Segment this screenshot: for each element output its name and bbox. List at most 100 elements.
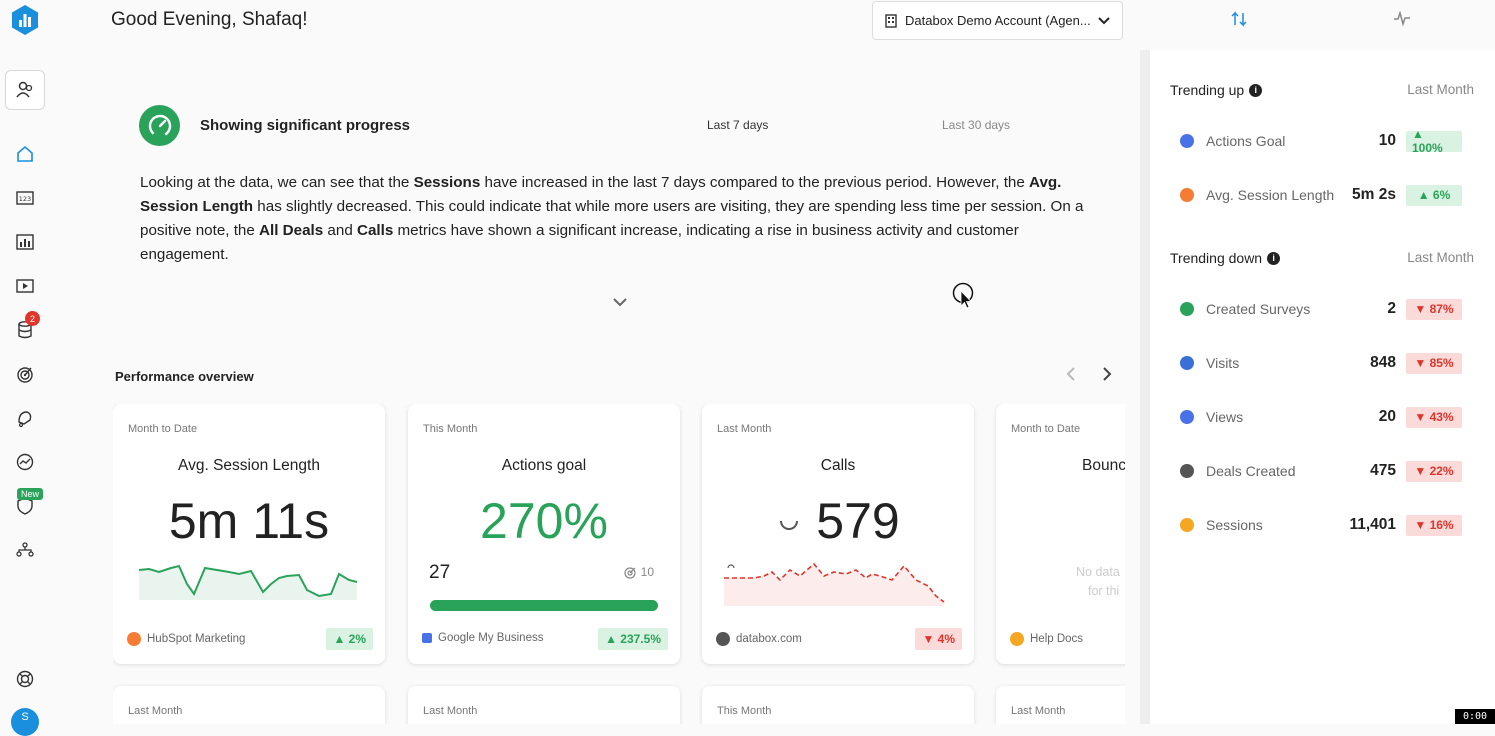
- goal-progress-bar: [430, 600, 658, 611]
- activity-icon[interactable]: [1393, 9, 1411, 32]
- source-icon: [1180, 518, 1194, 532]
- trending-row[interactable]: Actions Goal 10 ▲ 100%: [1180, 127, 1462, 155]
- card-period: Month to Date: [1011, 423, 1081, 435]
- avatar[interactable]: S: [11, 708, 39, 736]
- trending-change-badge: ▼ 87%: [1406, 298, 1462, 320]
- scrollbar[interactable]: [1140, 50, 1150, 724]
- trending-metric-value: 2: [1387, 300, 1396, 317]
- insight-text-segment: and: [323, 222, 357, 239]
- trending-metric-name: Visits: [1206, 355, 1240, 371]
- trending-row[interactable]: Created Surveys 2 ▼ 87%: [1180, 298, 1462, 320]
- insight-title: Showing significant progress: [200, 117, 411, 134]
- team-icon[interactable]: [13, 538, 37, 562]
- trending-row[interactable]: Views 20 ▼ 43%: [1180, 406, 1462, 428]
- users-icon: [16, 81, 33, 98]
- hubspot-icon: [127, 632, 141, 646]
- metrics-icon[interactable]: 123: [13, 186, 37, 210]
- gauge-icon: [139, 105, 180, 146]
- metric-card[interactable]: Last Month Calls 579 databox.com ▼ 4%: [702, 404, 974, 664]
- card-period: Last Month: [717, 423, 772, 435]
- metric-card[interactable]: Last Month: [113, 686, 385, 724]
- sort-arrows-icon[interactable]: [1229, 9, 1249, 34]
- trending-change-badge: ▲ 100%: [1406, 127, 1462, 155]
- trending-down-period: Last Month: [1407, 250, 1474, 265]
- sidebar: 123 2 New S: [0, 0, 50, 736]
- trending-change-badge: ▼ 43%: [1406, 406, 1462, 428]
- card-period: Last Month: [1011, 705, 1066, 717]
- help-docs-icon: [1010, 632, 1024, 646]
- goal-current: 27: [429, 562, 451, 583]
- trending-metric-value: 10: [1378, 132, 1396, 149]
- info-icon[interactable]: i: [1249, 83, 1263, 97]
- source-icon: [1180, 302, 1194, 316]
- trending-down-title: Trending down i: [1170, 250, 1281, 266]
- shield-icon[interactable]: [13, 494, 37, 518]
- card-value: 5m 11s: [168, 493, 330, 549]
- insight-text-segment: Looking at the data, we can see that the: [140, 174, 414, 191]
- trending-change-badge: ▼ 16%: [1406, 514, 1462, 536]
- metric-card[interactable]: This Month: [702, 686, 974, 724]
- info-icon[interactable]: i: [1267, 251, 1281, 265]
- metric-card[interactable]: Last Month: [996, 686, 1125, 724]
- metric-card[interactable]: Month to Date Bounc No data for thi Help…: [996, 404, 1125, 664]
- trending-metric-value: 11,401: [1349, 516, 1396, 533]
- help-icon[interactable]: [13, 667, 37, 691]
- trending-change-badge: ▲ 6%: [1406, 184, 1462, 206]
- alerts-icon[interactable]: [13, 406, 37, 430]
- chevron-down-icon: [1098, 16, 1110, 24]
- change-badge: ▲ 2%: [326, 628, 373, 650]
- change-badge: ▲ 237.5%: [598, 628, 668, 650]
- trending-metric-name: Deals Created: [1206, 463, 1296, 479]
- reports-icon[interactable]: [13, 274, 37, 298]
- card-source: HubSpot Marketing: [127, 632, 245, 646]
- card-source: databox.com: [716, 632, 802, 646]
- goal-progress-fill: [430, 600, 658, 611]
- trending-row[interactable]: Deals Created 475 ▼ 22%: [1180, 460, 1462, 482]
- trending-change-badge: ▼ 22%: [1406, 460, 1462, 482]
- source-icon: [1180, 188, 1194, 202]
- insight-text-segment: have increased in the last 7 days compar…: [480, 174, 1030, 191]
- card-source: Help Docs: [1010, 632, 1083, 646]
- insight-highlight: Avg. Session Length: [140, 174, 1062, 215]
- home-icon[interactable]: [13, 142, 37, 166]
- expand-chevron-icon[interactable]: [612, 295, 628, 313]
- trending-metric-name: Views: [1206, 409, 1244, 425]
- card-period: Last Month: [128, 705, 183, 717]
- trending-metric-name: Sessions: [1206, 517, 1263, 533]
- goals-icon[interactable]: [13, 362, 37, 386]
- trending-metric-name: Created Surveys: [1206, 301, 1311, 317]
- metric-card[interactable]: This Month Actions goal 270% 27 10 Googl…: [408, 404, 680, 664]
- trending-panel: Trending up i Last Month Actions Goal 10 ▲…: [1150, 50, 1495, 724]
- databox-source-icon: [716, 632, 730, 646]
- metric-card[interactable]: Last Month: [408, 686, 680, 724]
- trending-row[interactable]: Visits 848 ▼ 85%: [1180, 352, 1462, 374]
- trending-up-period: Last Month: [1407, 82, 1474, 97]
- dashboards-icon[interactable]: [13, 230, 37, 254]
- change-badge: ▼ 4%: [915, 628, 962, 650]
- loading-spinner-icon: [780, 520, 798, 530]
- period-tab-last-30-days[interactable]: Last 30 days: [942, 118, 1011, 132]
- greeting-title: Good Evening, Shafaq!: [111, 9, 308, 30]
- metric-card[interactable]: Month to Date Avg. Session Length 5m 11s…: [113, 404, 385, 664]
- trending-up-title: Trending up i: [1170, 82, 1263, 98]
- trending-metric-name: Avg. Session Length: [1206, 187, 1335, 203]
- analytics-icon[interactable]: [13, 450, 37, 474]
- source-icon: [1180, 356, 1194, 370]
- chevron-right-icon[interactable]: [1100, 366, 1114, 387]
- insight-text-segment: metrics have shown a significant increas…: [140, 222, 1019, 263]
- insight-highlight: Calls: [356, 222, 394, 239]
- databox-logo-icon[interactable]: [10, 4, 40, 36]
- user-switch-button[interactable]: [5, 70, 45, 110]
- card-title: Avg. Session Length: [178, 457, 320, 474]
- account-selector[interactable]: Databox Demo Account (Agen...: [872, 1, 1123, 40]
- period-tab-last-7-days[interactable]: Last 7 days: [707, 118, 769, 132]
- insight-text-segment: has slightly decreased. This could indic…: [140, 198, 1084, 239]
- trending-row[interactable]: Sessions 11,401 ▼ 16%: [1180, 514, 1462, 536]
- performance-cards: Month to Date Avg. Session Length 5m 11s…: [113, 404, 1125, 724]
- chevron-left-icon[interactable]: [1064, 366, 1078, 387]
- card-period: This Month: [717, 705, 772, 717]
- new-badge: New: [17, 488, 44, 500]
- trending-row[interactable]: Avg. Session Length 5m 2s ▲ 6%: [1180, 184, 1462, 206]
- trending-metric-name: Actions Goal: [1206, 133, 1286, 149]
- insight-highlight: Sessions: [413, 174, 481, 191]
